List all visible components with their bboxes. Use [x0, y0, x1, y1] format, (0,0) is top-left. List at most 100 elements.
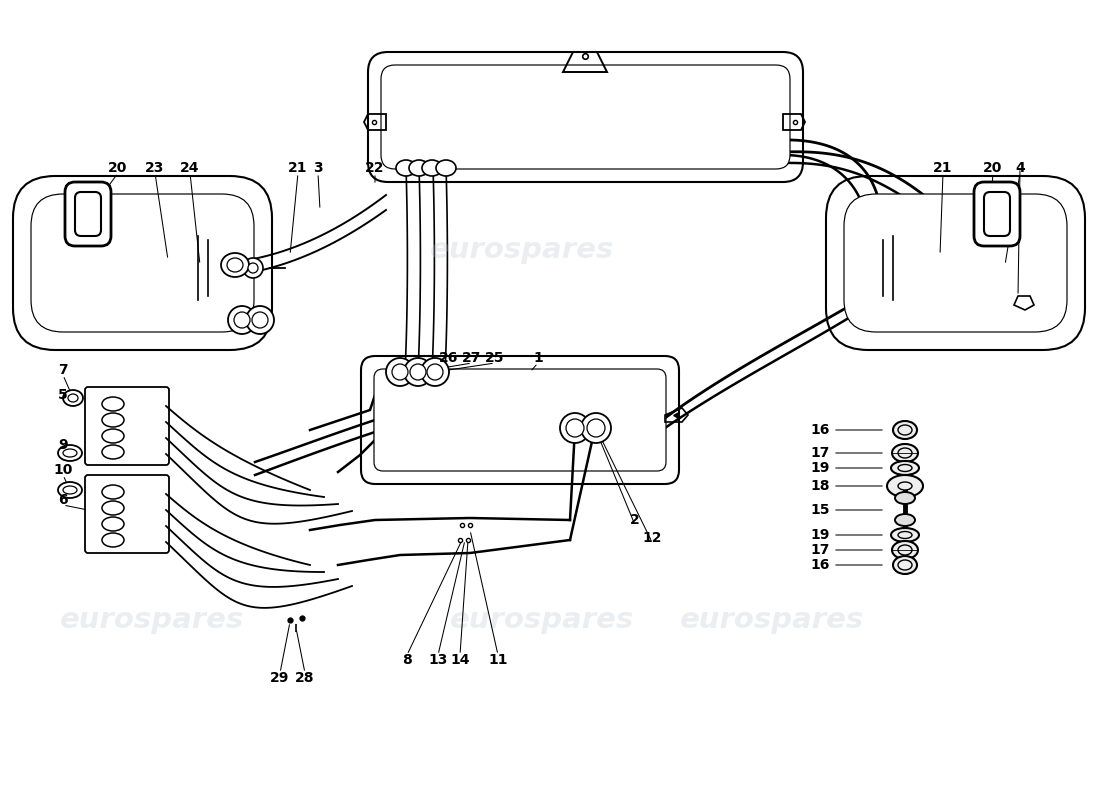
FancyBboxPatch shape: [844, 194, 1067, 332]
Ellipse shape: [892, 541, 918, 559]
Text: 3: 3: [314, 161, 322, 175]
Ellipse shape: [895, 492, 915, 504]
Ellipse shape: [560, 413, 590, 443]
Ellipse shape: [422, 160, 442, 176]
Text: 13: 13: [428, 653, 448, 667]
FancyBboxPatch shape: [75, 192, 101, 236]
Ellipse shape: [895, 514, 915, 526]
FancyBboxPatch shape: [85, 387, 169, 465]
Ellipse shape: [427, 364, 443, 380]
Text: 22: 22: [365, 161, 385, 175]
FancyBboxPatch shape: [974, 182, 1020, 246]
Ellipse shape: [415, 364, 434, 380]
Ellipse shape: [566, 419, 584, 437]
Ellipse shape: [58, 482, 82, 498]
Ellipse shape: [243, 258, 263, 278]
Text: 17: 17: [811, 543, 829, 557]
Ellipse shape: [63, 449, 77, 457]
Text: 17: 17: [811, 446, 829, 460]
Text: 14: 14: [450, 653, 470, 667]
Ellipse shape: [898, 425, 912, 435]
FancyBboxPatch shape: [381, 65, 790, 169]
Ellipse shape: [898, 465, 912, 471]
Ellipse shape: [396, 160, 416, 176]
Text: eurospares: eurospares: [450, 606, 635, 634]
Ellipse shape: [252, 312, 268, 328]
Text: 29: 29: [271, 671, 289, 685]
Ellipse shape: [898, 545, 912, 555]
Ellipse shape: [390, 364, 410, 380]
Text: 20: 20: [983, 161, 1003, 175]
Ellipse shape: [248, 263, 258, 273]
Text: eurospares: eurospares: [60, 606, 244, 634]
Text: 16: 16: [811, 558, 829, 572]
Ellipse shape: [403, 364, 424, 380]
FancyBboxPatch shape: [65, 182, 111, 246]
Text: 11: 11: [488, 653, 508, 667]
Ellipse shape: [386, 358, 414, 386]
FancyBboxPatch shape: [13, 176, 272, 350]
Ellipse shape: [102, 501, 124, 515]
Text: 24: 24: [180, 161, 200, 175]
Ellipse shape: [893, 556, 917, 574]
Text: 9: 9: [58, 438, 68, 452]
Ellipse shape: [898, 560, 912, 570]
Ellipse shape: [898, 482, 912, 490]
Text: 21: 21: [933, 161, 953, 175]
Ellipse shape: [102, 485, 124, 499]
Ellipse shape: [102, 445, 124, 459]
Ellipse shape: [102, 533, 124, 547]
Ellipse shape: [887, 475, 923, 497]
Ellipse shape: [893, 421, 917, 439]
FancyBboxPatch shape: [368, 52, 803, 182]
Text: eurospares: eurospares: [430, 236, 614, 264]
Ellipse shape: [102, 517, 124, 531]
Ellipse shape: [102, 397, 124, 411]
Text: 5: 5: [58, 388, 68, 402]
Ellipse shape: [221, 253, 249, 277]
Ellipse shape: [409, 160, 429, 176]
Ellipse shape: [404, 358, 432, 386]
Ellipse shape: [102, 429, 124, 443]
Text: 8: 8: [403, 653, 411, 667]
Text: 23: 23: [145, 161, 165, 175]
Text: 4: 4: [1015, 161, 1025, 175]
Text: 12: 12: [642, 531, 662, 545]
Text: 27: 27: [462, 351, 482, 365]
Text: 1: 1: [534, 351, 543, 365]
Text: 20: 20: [108, 161, 128, 175]
Ellipse shape: [227, 258, 243, 272]
Text: 15: 15: [811, 503, 829, 517]
Text: 7: 7: [58, 363, 68, 377]
Text: 25: 25: [485, 351, 505, 365]
Ellipse shape: [428, 364, 448, 380]
FancyBboxPatch shape: [984, 192, 1010, 236]
FancyBboxPatch shape: [85, 475, 169, 553]
FancyBboxPatch shape: [374, 369, 666, 471]
Text: 26: 26: [439, 351, 459, 365]
FancyBboxPatch shape: [826, 176, 1085, 350]
Text: 18: 18: [811, 479, 829, 493]
Ellipse shape: [63, 486, 77, 494]
Ellipse shape: [102, 413, 124, 427]
Ellipse shape: [898, 448, 912, 458]
FancyBboxPatch shape: [361, 356, 679, 484]
Text: 2: 2: [630, 513, 640, 527]
Ellipse shape: [392, 364, 408, 380]
Ellipse shape: [587, 419, 605, 437]
Text: eurospares: eurospares: [60, 236, 244, 264]
FancyBboxPatch shape: [31, 194, 254, 332]
Text: 10: 10: [53, 463, 73, 477]
Ellipse shape: [410, 364, 426, 380]
Ellipse shape: [891, 528, 918, 542]
Ellipse shape: [891, 461, 918, 475]
Ellipse shape: [63, 390, 82, 406]
Ellipse shape: [581, 413, 611, 443]
Ellipse shape: [58, 445, 82, 461]
Text: 21: 21: [288, 161, 308, 175]
Ellipse shape: [436, 160, 456, 176]
Ellipse shape: [68, 394, 78, 402]
Text: 19: 19: [811, 528, 829, 542]
Text: 19: 19: [811, 461, 829, 475]
Ellipse shape: [234, 312, 250, 328]
